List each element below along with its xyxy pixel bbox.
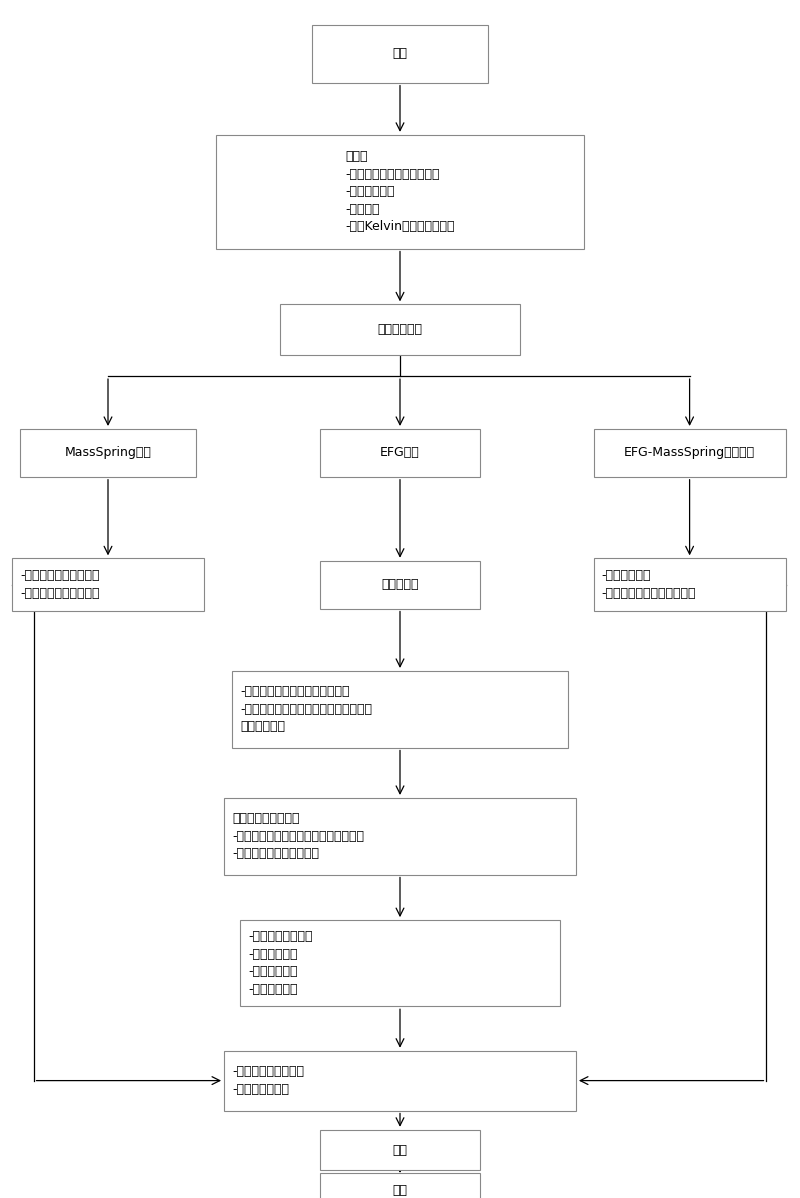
Bar [280,304,520,355]
Bar [240,920,560,1006]
Text: -建立单个质点位移函数
-建立拉格朗日运动方程: -建立单个质点位移函数 -建立拉格朗日运动方程 [20,569,99,600]
Bar [216,135,584,249]
Text: EFG区域: EFG区域 [380,447,420,459]
Text: 渲染: 渲染 [393,1144,407,1156]
Bar [320,1173,480,1198]
Text: -计算节点影响域和高斯点的位置
-对所有影响域搜索，确定每个高斯点影
响域内的节点: -计算节点影响域和高斯点的位置 -对所有影响域搜索，确定每个高斯点影 响域内的节… [240,685,372,733]
Text: -求解质点或节点位移
-计算应力和应变: -求解质点或节点位移 -计算应力和应变 [232,1065,304,1096]
Bar [320,429,480,477]
Bar [12,558,204,611]
Bar [224,1051,576,1111]
Text: 动态划分区域: 动态划分区域 [378,323,422,335]
Text: -建立过渡单元
-建立过渡单元近似位移函数: -建立过渡单元 -建立过渡单元近似位移函数 [602,569,696,600]
Bar [224,798,576,875]
Bar [320,1130,480,1170]
Text: 预处理
-初始化，设置节点基本信息
-构建背景网格
-施加荷载
-建立Kelvin线性粘弹性模型: 预处理 -初始化，设置节点基本信息 -构建背景网格 -施加荷载 -建立Kelvi… [346,150,454,234]
Text: 节点初始化: 节点初始化 [382,579,418,591]
Text: EFG-MassSpring耦合区域: EFG-MassSpring耦合区域 [624,447,755,459]
Bar [594,558,786,611]
Bar [312,25,488,83]
Bar [20,429,196,477]
Bar [320,561,480,609]
Bar [232,671,568,748]
Text: 计算权函数及其导数
-计算高斯点处的形函数及其导数并存储
-计算高斯点处的刚度矩阵: 计算权函数及其导数 -计算高斯点处的形函数及其导数并存储 -计算高斯点处的刚度矩… [232,812,364,860]
Text: 开始: 开始 [393,48,407,60]
Text: MassSpring区域: MassSpring区域 [65,447,151,459]
Text: 显示: 显示 [393,1185,407,1197]
Bar [594,429,786,477]
Text: -组装整体刚度矩阵
-计算荷载矩阵
-施加边界条件
-建立运动方程: -组装整体刚度矩阵 -计算荷载矩阵 -施加边界条件 -建立运动方程 [248,931,313,996]
